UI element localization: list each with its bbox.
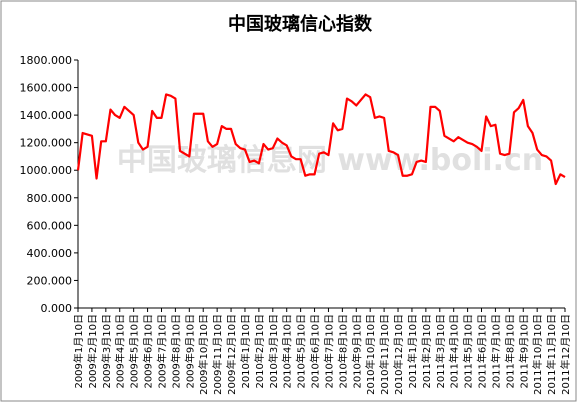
chart-title: 中国玻璃信心指数 [228,13,373,35]
y-tick-label: 800.000 [27,192,73,205]
y-tick-label: 1000.000 [20,164,73,177]
y-tick-label: 1400.000 [20,109,73,122]
x-tick-label: 2010年1月10日 [239,314,252,389]
x-tick-label: 2011年12月10日 [559,314,572,395]
x-tick-label: 2011年5月10日 [462,314,475,389]
x-tick-label: 2011年9月10日 [517,314,530,389]
x-tick-label: 2010年5月10日 [295,314,308,389]
x-tick-label: 2011年11月10日 [545,314,558,395]
y-tick-label: 400.000 [27,247,73,260]
x-tick-label: 2009年3月10日 [100,314,113,389]
x-tick-label: 2010年4月10日 [281,314,294,389]
x-tick-label: 2009年4月10日 [114,314,127,389]
x-tick-label: 2011年10月10日 [531,314,544,395]
x-tick-label: 2011年3月10日 [434,314,447,389]
x-tick-label: 2009年2月10日 [86,314,99,389]
x-tick-label: 2011年7月10日 [489,314,502,389]
x-tick-label: 2010年8月10日 [336,314,349,389]
x-tick-label: 2009年1月10日 [72,314,85,389]
x-tick-label: 2009年8月10日 [169,314,182,389]
x-tick-label: 2011年4月10日 [448,314,461,389]
x-tick-label: 2011年6月10日 [476,314,489,389]
y-tick-label: 200.000 [27,274,73,287]
x-tick-label: 2009年5月10日 [128,314,141,389]
y-tick-label: 0.000 [41,302,73,315]
y-tick-label: 1800.000 [20,54,73,67]
x-tick-label: 2010年10月10日 [364,314,377,395]
x-tick-label: 2009年10月10日 [197,314,210,395]
x-tick-label: 2010年11月10日 [378,314,391,395]
x-tick-label: 2009年9月10日 [183,314,196,389]
x-tick-label: 2010年12月10日 [392,314,405,395]
x-tick-label: 2011年8月10日 [503,314,516,389]
x-tick-label: 2010年6月10日 [309,314,322,389]
x-tick-label: 2010年7月10日 [322,314,335,389]
x-tick-label: 2010年9月10日 [350,314,363,389]
x-tick-label: 2011年1月10日 [406,314,419,389]
y-tick-label: 600.000 [27,219,73,232]
x-tick-label: 2009年11月10日 [211,314,224,395]
x-tick-label: 2011年2月10日 [420,314,433,389]
x-tick-label: 2009年12月10日 [225,314,238,395]
y-tick-label: 1200.000 [20,137,73,150]
x-tick-label: 2009年6月10日 [142,314,155,389]
y-tick-label: 1600.000 [20,82,73,95]
x-tick-label: 2009年7月10日 [155,314,168,389]
x-tick-label: 2010年2月10日 [253,314,266,389]
x-tick-label: 2010年3月10日 [267,314,280,389]
line [76,93,566,186]
